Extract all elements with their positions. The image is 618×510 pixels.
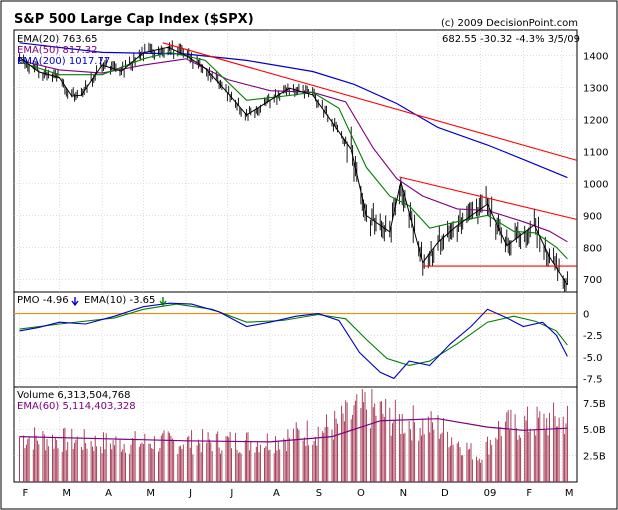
x-tick-label: M [62,488,71,499]
ema200-line [19,42,568,179]
price-tick-label: 1200 [583,115,608,126]
volume-tick-label: 2.5B [583,452,606,463]
price-tick-label: 900 [583,211,602,222]
x-tick-label: J [188,488,192,499]
legend-pmo-ema: EMA(10) -3.65 [84,295,155,306]
ema20-line [19,51,568,260]
series-lines [14,40,578,443]
x-tick-label: M [146,488,155,499]
price-tick-label: 800 [583,243,602,254]
x-tick-label: D [441,488,449,499]
price-close-line [19,46,568,286]
pmo-ema-line [19,303,568,366]
pmo-ema-down-arrow-icon [159,297,167,307]
axis-ticks: F M A M J J A S O N D 09 F M 700 800 900 1000 1100 1200 1300… [23,52,609,499]
quote-readout: 682.55 -30.32 -4.3% 3/5/09 [442,34,580,45]
legend-volume: Volume 6,313,504,768 [17,390,131,401]
legend-ema20: EMA(20) 763.65 [17,34,97,45]
x-tick-label: A [273,488,280,499]
volume-tick-label: 7.5B [583,399,606,410]
pmo-tick-label: 0 [583,310,589,321]
pmo-line [19,302,568,380]
pmo-down-arrow-icon [71,297,79,307]
grid-lines [14,30,577,482]
price-tick-label: 1400 [583,52,608,63]
copyright-text: (c) 2009 DecisionPoint.com [441,18,578,29]
volume-ema60-line [19,418,568,443]
chart-title: S&P 500 Large Cap Index ($SPX) [14,12,254,27]
x-tick-label: 09 [484,488,497,499]
price-panel [13,29,578,293]
x-tick-label: F [23,488,29,499]
legend-pmo: PMO -4.96 [17,295,69,306]
trendline [399,176,578,221]
x-tick-label: O [357,488,365,499]
price-tick-label: 700 [583,275,602,286]
x-tick-label: N [400,488,407,499]
x-tick-label: M [565,488,574,499]
x-tick-label: F [526,488,532,499]
x-tick-label: J [229,488,233,499]
price-tick-label: 1000 [583,179,608,190]
volume-bars [19,389,568,482]
price-tick-label: 1100 [583,147,608,158]
pmo-tick-label: -2.5 [583,331,603,342]
x-tick-label: S [316,488,322,499]
pmo-tick-label: -7.5 [583,374,603,385]
price-tick-label: 1300 [583,84,608,95]
legend-volume-ema: EMA(60) 5,114,403,328 [17,401,136,412]
pmo-tick-label: -5.0 [583,353,603,364]
legend-ema200: EMA(200) 1017.77 [17,56,110,67]
ema50-line [19,58,568,243]
volume-tick-label: 5.0B [583,425,606,436]
pmo-panel [13,291,578,388]
legend-ema50: EMA(50) 817.32 [17,45,97,56]
x-tick-label: A [105,488,112,499]
trendline [162,42,578,161]
